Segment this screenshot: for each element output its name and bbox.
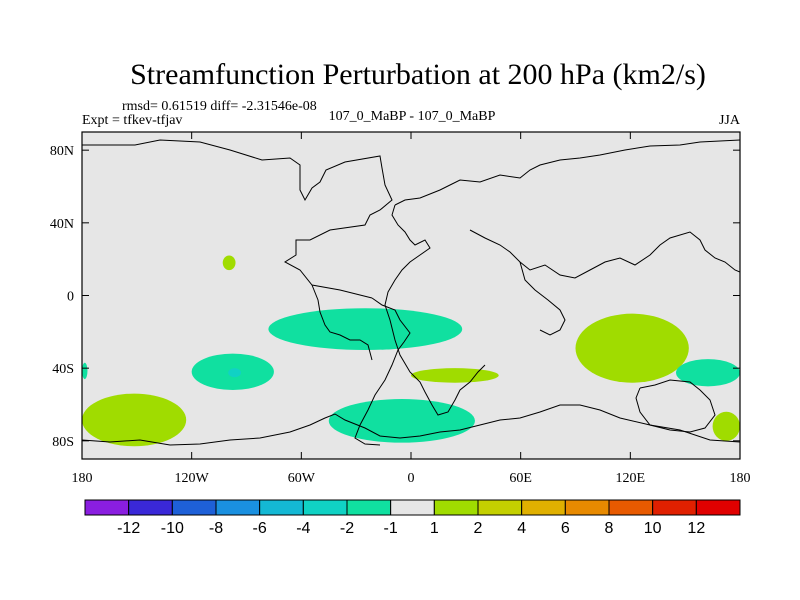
coastline-central-america	[311, 284, 373, 361]
colorbar-swatch	[259, 499, 304, 516]
x-tick-label: 120W	[175, 471, 210, 486]
coastline-eurasia	[394, 139, 740, 206]
y-tick-label: 40N	[50, 217, 74, 232]
x-tick-label: 60W	[288, 471, 316, 486]
colorbar: -12 -10 -8 -6 -4 -2 -1 1 2 4 6 8 10 12	[84, 499, 741, 537]
colorbar-label: 8	[605, 520, 614, 537]
anomaly-region-9	[268, 308, 463, 350]
colorbar-label: -8	[209, 520, 223, 537]
coastline-australia	[635, 379, 716, 433]
colorbar-swatch	[84, 499, 130, 516]
y-tick-label: 0	[67, 290, 74, 305]
experiment-label: Expt = tfkev-tfjav	[82, 113, 182, 128]
colorbar-label: -1	[384, 520, 398, 537]
anomaly-region-6	[82, 362, 88, 380]
colorbar-label: -4	[296, 520, 310, 537]
colorbar-swatch	[346, 499, 392, 516]
season-label: JJA	[719, 113, 741, 128]
coastline-layer	[82, 139, 740, 446]
colorbar-label: 4	[517, 520, 526, 537]
x-tick-label: 180	[72, 471, 93, 486]
colorbar-label: 12	[687, 520, 705, 537]
chart-subtitle: 107_0_MaBP - 107_0_MaBP	[329, 109, 496, 124]
colorbar-swatch	[128, 499, 173, 516]
anomaly-region-5	[712, 411, 740, 441]
colorbar-swatch	[215, 499, 261, 516]
colorbar-swatch	[433, 499, 479, 516]
colorbar-swatch	[171, 499, 217, 516]
colorbar-label: 1	[430, 520, 439, 537]
colorbar-swatch	[302, 499, 348, 516]
anomaly-region-11	[676, 359, 740, 387]
anomaly-region-2	[222, 255, 236, 271]
chart-title: Streamfunction Perturbation at 200 hPa (…	[130, 58, 706, 91]
stats-label: rmsd= 0.61519 diff= -2.31546e-08	[122, 99, 317, 114]
x-tick-label: 180	[730, 471, 751, 486]
anomaly-region-10	[328, 399, 475, 443]
colorbar-swatch	[695, 499, 741, 516]
colorbar-swatch	[521, 499, 566, 516]
y-tick-label: 80N	[50, 144, 74, 159]
anomaly-region-1	[82, 393, 187, 447]
coastline-europe-africa	[384, 204, 486, 416]
coastline-asia-south	[469, 229, 740, 279]
colorbar-label: -6	[253, 520, 267, 537]
colorbar-label: 2	[474, 520, 483, 537]
coastline-south-asia	[519, 261, 566, 336]
colorbar-label: 6	[561, 520, 570, 537]
colorbar-label: -2	[340, 520, 354, 537]
colorbar-swatch	[608, 499, 654, 516]
anomaly-region-4	[575, 313, 689, 383]
colorbar-swatch	[477, 499, 523, 516]
coastline-north-america	[82, 139, 393, 299]
x-tick-label: 0	[408, 471, 415, 486]
axis-ticks: 180 120W 60W 0 60E 120E 180 80N 40N 0 40S 80S	[50, 132, 751, 486]
y-tick-label: 40S	[52, 362, 74, 377]
x-tick-label: 60E	[509, 471, 532, 486]
coastline-south-america	[354, 297, 411, 446]
anomaly-region-8	[228, 368, 242, 378]
y-tick-label: 80S	[52, 435, 74, 450]
colorbar-label: -10	[161, 520, 184, 537]
colorbar-swatch	[652, 499, 697, 516]
anomaly-region-3	[411, 368, 499, 383]
colorbar-swatch	[390, 499, 435, 516]
anomaly-fill-layer	[82, 255, 740, 447]
colorbar-label: -12	[117, 520, 140, 537]
colorbar-swatch	[564, 499, 610, 516]
coastline-antarctica	[82, 404, 740, 446]
x-tick-label: 120E	[616, 471, 646, 486]
colorbar-label: 10	[644, 520, 662, 537]
